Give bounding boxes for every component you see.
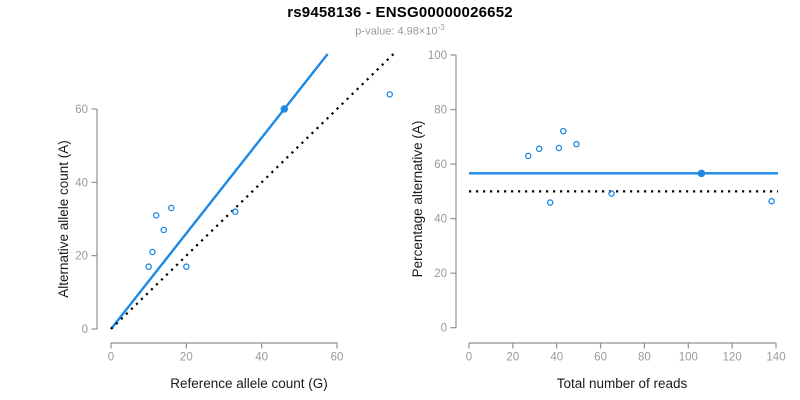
data-point bbox=[573, 140, 580, 148]
data-point-highlighted bbox=[697, 169, 706, 178]
y-tick-label: 40 bbox=[75, 177, 88, 189]
y-tick-label: 0 bbox=[441, 323, 447, 335]
x-tick-label: 40 bbox=[255, 352, 268, 364]
x-tick-label: 0 bbox=[466, 352, 472, 364]
data-point bbox=[232, 208, 239, 215]
data-point bbox=[145, 263, 152, 270]
data-point bbox=[546, 199, 554, 206]
figure-subtitle: p-value: 4.98×10-3 bbox=[0, 23, 800, 38]
x-tick-label: 120 bbox=[723, 352, 742, 364]
y-tick-label: 20 bbox=[75, 251, 88, 263]
x-tick-label: 140 bbox=[766, 352, 785, 364]
data-point bbox=[560, 127, 567, 135]
x-tick-label: 20 bbox=[506, 352, 519, 364]
x-tick-label: 80 bbox=[638, 352, 651, 364]
data-point bbox=[152, 212, 160, 219]
x-tick-label: 0 bbox=[108, 352, 114, 364]
data-point bbox=[149, 248, 156, 256]
y-tick-label: 100 bbox=[428, 50, 447, 62]
data-point bbox=[386, 91, 393, 98]
figure-title: rs9458136 - ENSG00000026652 bbox=[287, 4, 513, 21]
fitted-ratio-line bbox=[110, 53, 329, 330]
data-point bbox=[608, 190, 615, 197]
y-tick-label: 60 bbox=[434, 159, 447, 171]
data-point bbox=[535, 145, 543, 153]
data-point bbox=[160, 226, 167, 234]
y-axis-title: Percentage alternative (A) bbox=[410, 121, 425, 278]
y-axis-title: Alternative allele count (A) bbox=[56, 140, 71, 298]
p-value-text: p-value: 4.98×10 bbox=[355, 25, 438, 38]
x-tick-label: 20 bbox=[180, 352, 193, 364]
data-point bbox=[555, 144, 563, 152]
y-tick-label: 60 bbox=[75, 104, 88, 116]
data-point bbox=[183, 263, 190, 270]
x-tick-label: 60 bbox=[331, 352, 344, 364]
x-tick-label: 40 bbox=[550, 352, 563, 364]
y-tick-label: 80 bbox=[434, 105, 447, 117]
x-tick-label: 60 bbox=[594, 352, 607, 364]
data-point bbox=[524, 152, 532, 160]
identity-line bbox=[110, 53, 395, 330]
x-axis-title: Total number of reads bbox=[557, 376, 688, 391]
y-tick-label: 0 bbox=[82, 324, 88, 336]
y-tick-label: 40 bbox=[434, 214, 447, 226]
data-point-highlighted bbox=[280, 105, 289, 113]
x-tick-label: 100 bbox=[679, 352, 698, 364]
data-point bbox=[168, 204, 175, 212]
x-axis-title: Reference allele count (G) bbox=[170, 376, 328, 391]
figure-header: rs9458136 - ENSG00000026652 p-value: 4.9… bbox=[0, 0, 800, 38]
y-tick-label: 20 bbox=[434, 268, 447, 280]
p-value-exponent: -3 bbox=[437, 23, 445, 32]
data-point bbox=[768, 197, 775, 205]
right-plot: 0 20 40 60 80 100 120 140 0 20 40 60 80 100 Total numb… bbox=[410, 50, 786, 391]
